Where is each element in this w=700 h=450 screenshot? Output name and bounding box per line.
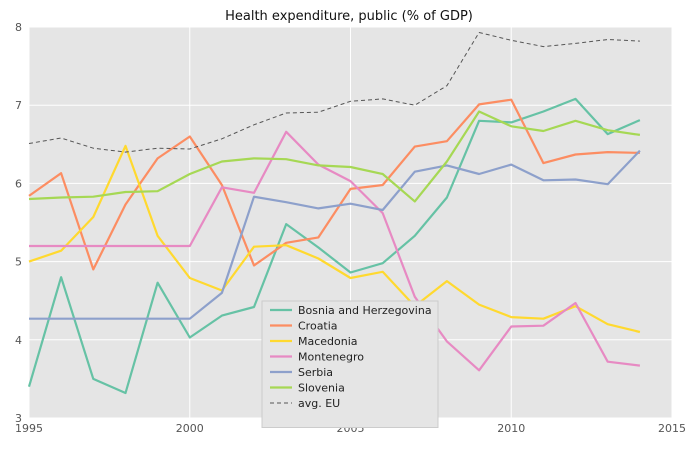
x-tick-label: 2015 [658,422,686,435]
legend-label: Bosnia and Herzegovina [298,304,432,317]
series-line-croatia [28,98,640,271]
y-tick-label: 5 [15,256,22,269]
x-tick-label: 1995 [15,422,43,435]
chart-title: Health expenditure, public (% of GDP) [225,9,473,24]
legend: Bosnia and Herzegovina Croatia Macedonia Mo… [261,300,439,428]
legend-box [261,300,439,428]
legend-label: Macedonia [298,335,358,348]
y-tick-labels: 3 4 5 6 7 8 [15,21,22,425]
legend-label: avg. EU [298,397,340,410]
series-line-montenegro [29,130,641,372]
y-tick-label: 4 [15,334,22,347]
x-tick-label: 2000 [176,422,204,435]
legend-label: Croatia [298,320,338,333]
y-tick-label: 8 [15,21,22,34]
y-tick-label: 6 [15,177,22,190]
series-line-macedonia [28,144,641,334]
grid [28,26,673,419]
y-tick-label: 3 [15,412,22,425]
legend-label: Slovenia [298,382,345,395]
series-lines [27,32,641,395]
y-tick-label: 7 [15,99,22,112]
series-line-avg-eu [28,32,640,153]
legend-label: Montenegro [298,351,364,364]
series-line-serbia [29,149,641,320]
x-tick-label: 2010 [497,422,525,435]
series-line-bosnia-and-herzegovina [27,97,641,395]
series-line-slovenia [28,110,641,203]
legend-label: Serbia [298,366,333,379]
